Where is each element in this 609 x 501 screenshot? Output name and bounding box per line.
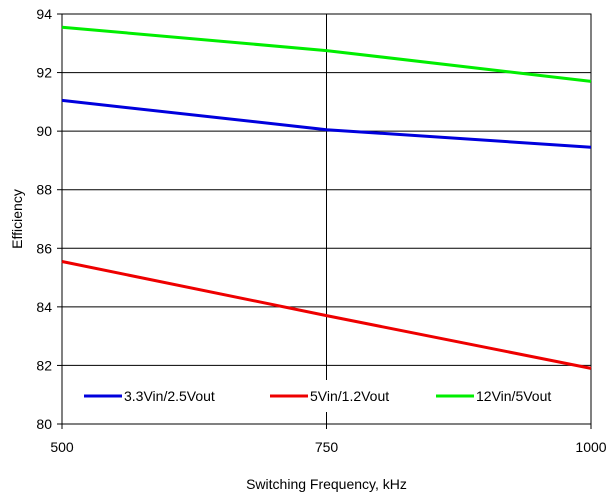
y-tick-label: 88: [36, 182, 52, 198]
grid: [61, 13, 592, 425]
y-tick-label: 80: [36, 416, 52, 432]
y-axis-ticks: 80 82 84 86 88 90 92 94: [36, 6, 62, 432]
y-tick-label: 82: [36, 357, 52, 373]
legend: 3.3Vin/2.5Vout 5Vin/1.2Vout 12Vin/5Vout: [76, 380, 580, 412]
series-line-1: [61, 98, 592, 149]
legend-label-2: 5Vin/1.2Vout: [310, 388, 389, 404]
x-axis-title: Switching Frequency, kHz: [246, 476, 407, 492]
x-axis-ticks: 500 750 1000: [50, 424, 607, 455]
legend-label-1: 3.3Vin/2.5Vout: [124, 388, 215, 404]
y-tick-label: 86: [36, 240, 52, 256]
legend-box: [76, 380, 580, 412]
y-axis-title: Efficiency: [9, 189, 25, 249]
y-tick-label: 94: [36, 6, 52, 22]
series-line-2: [61, 260, 592, 370]
x-tick-label: 1000: [575, 439, 606, 455]
y-tick-label: 84: [36, 299, 52, 315]
y-tick-label: 92: [36, 65, 52, 81]
legend-label-3: 12Vin/5Vout: [476, 388, 551, 404]
y-tick-label: 90: [36, 123, 52, 139]
series-line-3: [61, 25, 592, 83]
series-layer: [61, 25, 592, 370]
x-tick-label: 750: [315, 439, 339, 455]
x-tick-label: 500: [50, 439, 74, 455]
